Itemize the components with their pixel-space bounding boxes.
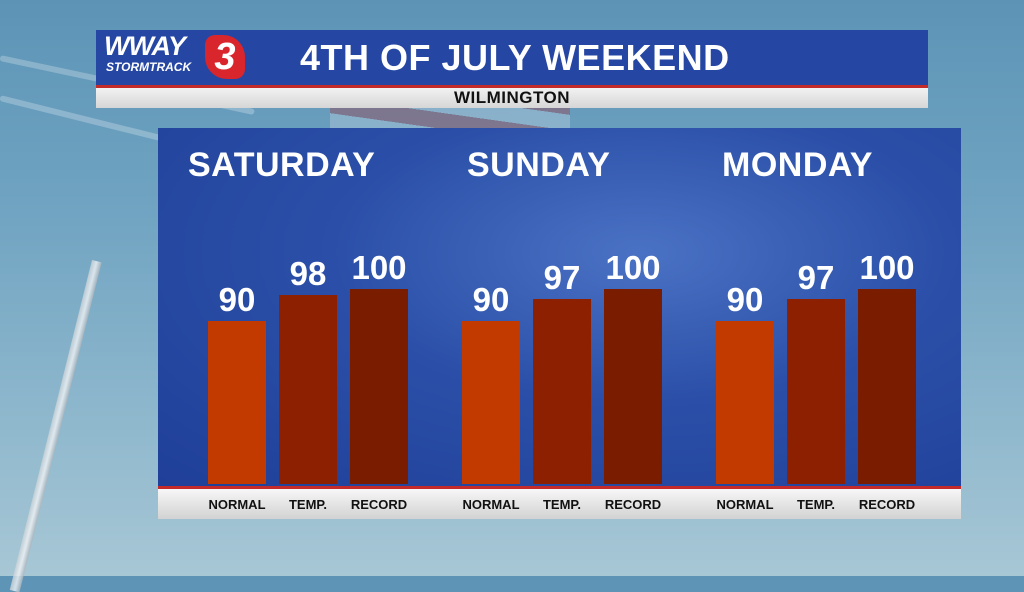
bar-record (604, 289, 662, 484)
category-label: RECORD (858, 497, 916, 512)
bar-value-label: 90 (472, 281, 510, 318)
logo-wordmark: WWAY (104, 31, 186, 61)
bar-value-label: 97 (543, 258, 581, 296)
bar-value-label: 100 (605, 249, 661, 286)
header-divider (96, 85, 928, 88)
bar-record (350, 289, 408, 484)
bar-value-label: 97 (797, 258, 835, 296)
bar-normal (208, 321, 266, 484)
logo-tagline: STORMTRACK (106, 60, 192, 74)
bar-normal (462, 321, 520, 484)
bar-temp (533, 298, 591, 484)
location-bar: WILMINGTON (96, 88, 928, 108)
page-title: 4TH OF JULY WEEKEND (300, 37, 730, 78)
logo-channel-badge: 3 (205, 35, 245, 79)
category-label: NORMAL (462, 497, 520, 512)
category-label: NORMAL (208, 497, 266, 512)
bar-value-label: 90 (726, 281, 764, 318)
day-label-sunday: SUNDAY (467, 146, 611, 184)
bar-value-label: 98 (289, 255, 327, 293)
bar-value-label: 100 (351, 249, 407, 286)
category-label: RECORD (604, 497, 662, 512)
bar-value-label: 90 (218, 281, 256, 318)
category-label: NORMAL (716, 497, 774, 512)
category-label: TEMP. (796, 497, 836, 512)
bar-record (858, 289, 916, 484)
category-label: RECORD (350, 497, 408, 512)
day-label-monday: MONDAY (722, 146, 873, 184)
bar-temp (279, 295, 337, 484)
category-bar (158, 486, 961, 519)
location-label: WILMINGTON (453, 88, 571, 107)
bar-normal (716, 321, 774, 484)
bar-value-label: 100 (859, 249, 915, 286)
bar-temp (787, 298, 845, 484)
category-label: TEMP. (288, 497, 328, 512)
flag-pole (9, 260, 102, 592)
station-logo: WWAY STORMTRACK 3 (100, 31, 250, 83)
day-label-saturday: SATURDAY (188, 146, 376, 184)
category-label: TEMP. (542, 497, 582, 512)
